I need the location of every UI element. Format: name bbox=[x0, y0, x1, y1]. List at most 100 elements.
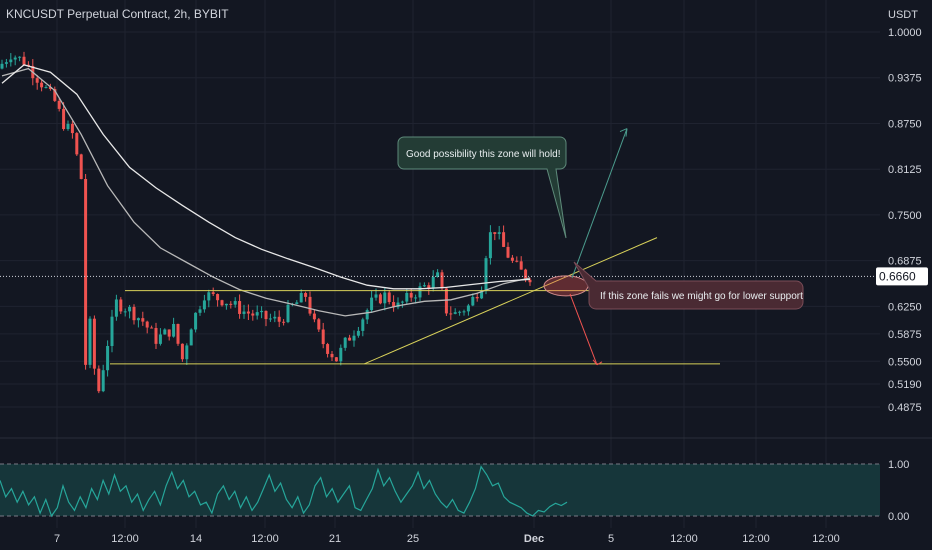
candle-body bbox=[458, 311, 462, 313]
candle-body bbox=[334, 357, 338, 362]
candle-body bbox=[365, 310, 369, 320]
chart-title: KNCUSDT Perpetual Contract, 2h, BYBIT bbox=[6, 7, 229, 21]
candle-body bbox=[282, 321, 286, 323]
candle-body bbox=[418, 286, 422, 298]
bear-note-shape bbox=[573, 261, 804, 310]
candle-body bbox=[53, 89, 57, 101]
candle-body bbox=[405, 292, 409, 302]
candle-body bbox=[519, 261, 523, 270]
candle-body bbox=[57, 100, 61, 109]
candle-body bbox=[317, 319, 321, 330]
candle-body bbox=[18, 56, 22, 58]
candle-body bbox=[352, 335, 356, 341]
price-tick-label: 1.0000 bbox=[888, 27, 922, 39]
candle-body bbox=[119, 299, 123, 312]
candle-body bbox=[194, 312, 198, 330]
candle-body bbox=[422, 285, 426, 287]
candle-body bbox=[238, 301, 242, 314]
candle-body bbox=[273, 316, 277, 319]
oscillator-tick-label: 1.00 bbox=[888, 459, 909, 471]
candle-body bbox=[66, 123, 70, 129]
grid bbox=[0, 0, 880, 528]
time-tick-label: 12:00 bbox=[742, 533, 770, 545]
candle-body bbox=[510, 257, 514, 261]
oscillator-band bbox=[0, 464, 880, 516]
candle-body bbox=[260, 310, 264, 313]
candle-body bbox=[207, 292, 211, 301]
candle-body bbox=[158, 334, 162, 344]
candle-body bbox=[356, 330, 360, 336]
ma-fast-line bbox=[1, 67, 531, 317]
price-tick-label: 0.8125 bbox=[888, 164, 922, 176]
candle-body bbox=[84, 178, 88, 365]
candle-body bbox=[330, 353, 334, 358]
bear-note-text: If this zone fails we might go for lower… bbox=[600, 291, 803, 302]
zone-highlight bbox=[543, 275, 589, 297]
candle-body bbox=[123, 311, 127, 313]
candle-body bbox=[392, 302, 396, 308]
candle-body bbox=[172, 323, 176, 337]
candle-body bbox=[361, 319, 365, 331]
candle-body bbox=[220, 300, 224, 306]
price-tick-label: 0.9375 bbox=[888, 73, 922, 85]
candle-body bbox=[515, 260, 519, 262]
candle-body bbox=[480, 290, 484, 299]
price-tick-label: 0.6875 bbox=[888, 256, 922, 268]
candle-body bbox=[13, 57, 17, 60]
candle-body bbox=[180, 343, 184, 360]
candle-body bbox=[26, 64, 30, 66]
candle-body bbox=[475, 296, 479, 299]
candle-body bbox=[0, 63, 4, 69]
candle-body bbox=[484, 258, 488, 291]
candle-body bbox=[449, 313, 453, 315]
candle-body bbox=[198, 309, 202, 313]
time-tick-label: 25 bbox=[407, 533, 419, 545]
candle-body bbox=[154, 328, 158, 344]
candle-body bbox=[431, 276, 435, 289]
candle-body bbox=[202, 300, 206, 310]
bull-note-bubble: Good possibility this zone will hold! bbox=[397, 136, 567, 239]
candle-body bbox=[488, 232, 492, 259]
candle-body bbox=[88, 318, 92, 365]
candle-body bbox=[414, 297, 418, 299]
candle-body bbox=[224, 303, 228, 306]
candle-body bbox=[4, 62, 8, 64]
time-tick-label: 14 bbox=[190, 533, 202, 545]
bear-arrow bbox=[569, 293, 598, 366]
candle-body bbox=[132, 306, 136, 321]
candle-body bbox=[79, 154, 83, 179]
candle-body bbox=[378, 294, 382, 304]
candle-body bbox=[136, 318, 140, 321]
price-tick-label: 0.5500 bbox=[888, 356, 922, 368]
time-tick-label: 5 bbox=[608, 533, 614, 545]
candle-body bbox=[70, 123, 74, 134]
candle-body bbox=[246, 311, 250, 314]
candle-body bbox=[9, 59, 13, 63]
candle-body bbox=[251, 313, 255, 316]
time-tick-label: 12:00 bbox=[111, 533, 139, 545]
candle-body bbox=[387, 292, 391, 303]
candle-body bbox=[383, 292, 387, 304]
bull-arrowhead bbox=[619, 128, 628, 137]
candle-body bbox=[348, 337, 352, 341]
candle-body bbox=[106, 346, 110, 371]
bear-arrowhead bbox=[592, 359, 603, 366]
candle-body bbox=[176, 323, 180, 344]
candle-body bbox=[185, 345, 189, 360]
ma-slow-line bbox=[1, 64, 531, 290]
candle-body bbox=[444, 288, 448, 314]
candle-body bbox=[62, 108, 66, 129]
candle-body bbox=[497, 232, 501, 234]
candle-body bbox=[299, 293, 303, 303]
candle-body bbox=[128, 306, 132, 312]
candle-body bbox=[242, 311, 246, 314]
candle-body bbox=[114, 299, 118, 317]
candle-body bbox=[35, 78, 39, 83]
candle-body bbox=[493, 232, 497, 234]
candle-body bbox=[216, 294, 220, 301]
candle-body bbox=[343, 337, 347, 348]
candle-body bbox=[506, 246, 510, 258]
oscillator-line bbox=[0, 465, 568, 518]
trendline bbox=[364, 237, 658, 365]
